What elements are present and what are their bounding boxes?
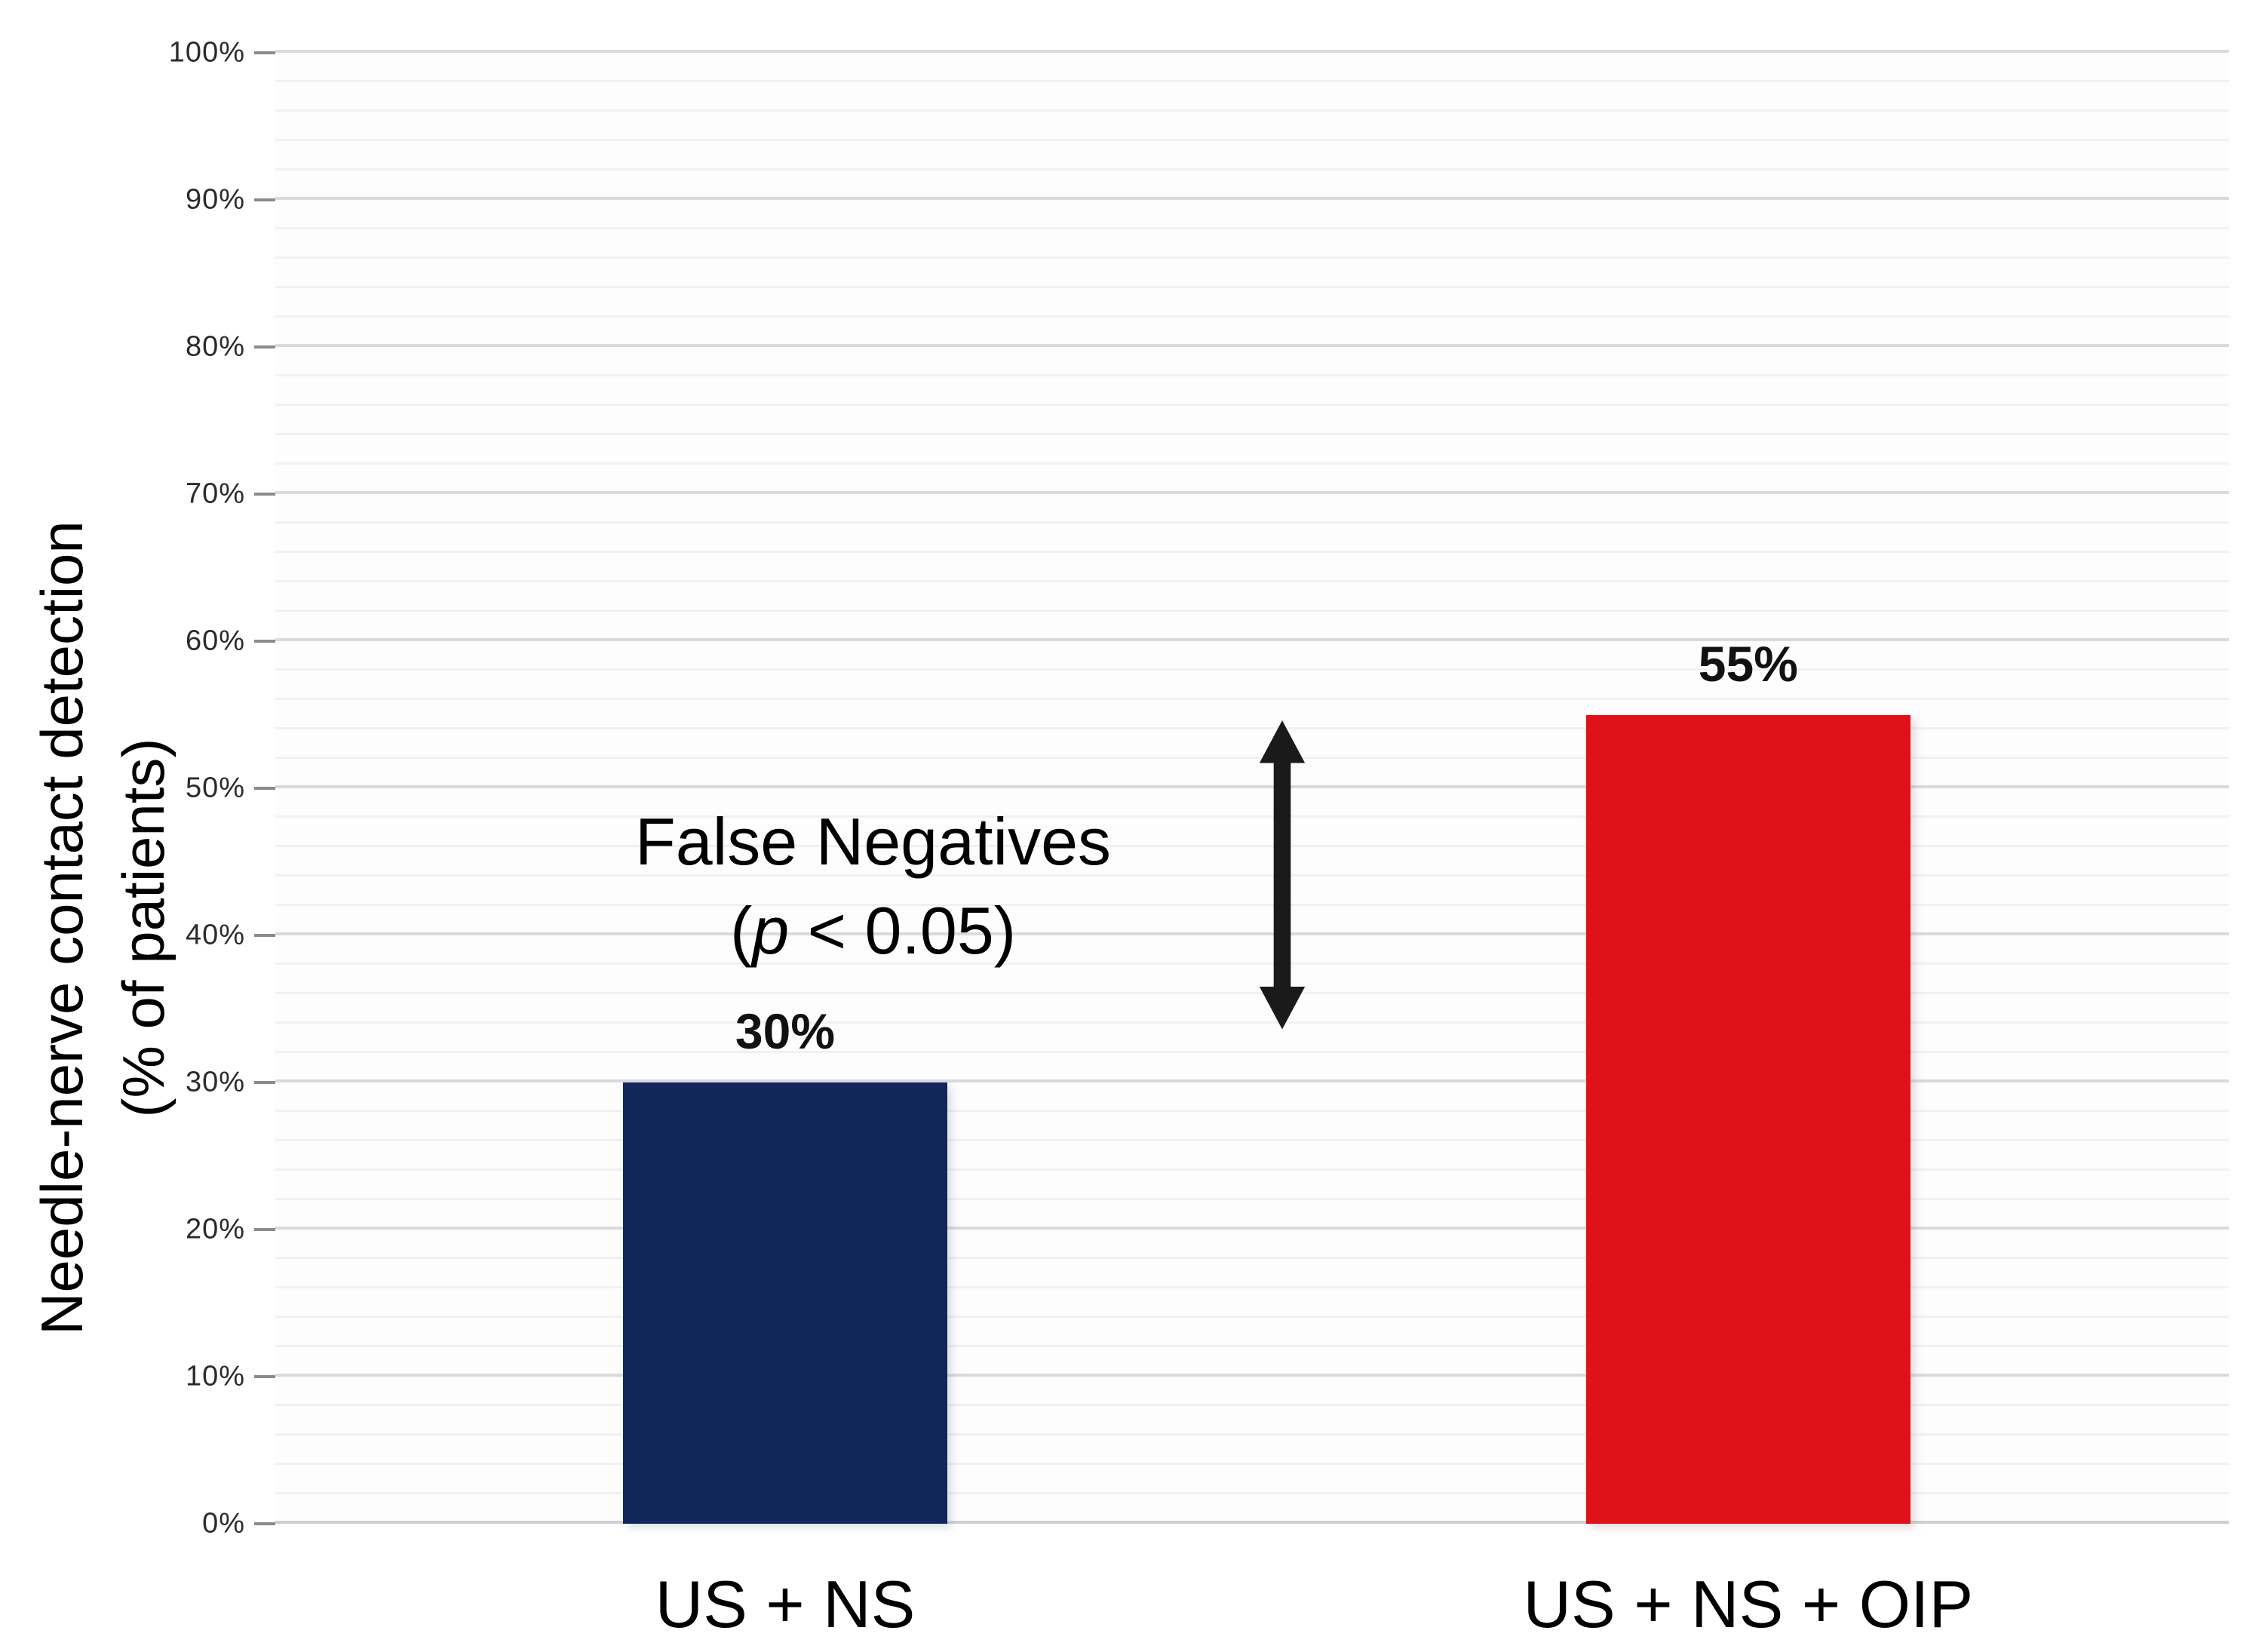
- y-tick-mark: [254, 787, 275, 790]
- y-tick-mark: [254, 934, 275, 937]
- gridline: [275, 932, 2229, 935]
- y-tick-label: 60%: [185, 625, 245, 657]
- annotation-line1: False Negatives: [635, 803, 1112, 879]
- y-tick-mark: [254, 1081, 275, 1084]
- y-tick-label: 20%: [185, 1213, 245, 1245]
- gridline: [275, 1021, 2229, 1024]
- gridline: [275, 139, 2229, 141]
- gridline: [275, 1463, 2229, 1465]
- significance-annotation: False Negatives (p < 0.05): [635, 797, 1111, 975]
- gridline: [275, 638, 2229, 641]
- gridline: [275, 963, 2229, 965]
- x-axis-category-label: US + NS + OIP: [1523, 1567, 1974, 1641]
- gridline: [275, 197, 2229, 200]
- gridline: [275, 462, 2229, 465]
- gridline: [275, 610, 2229, 612]
- y-tick-label: 50%: [185, 772, 245, 804]
- gridline: [275, 1374, 2229, 1377]
- gridline: [275, 1257, 2229, 1259]
- gridline: [275, 551, 2229, 553]
- gridline: [275, 1168, 2229, 1171]
- bar-value-label: 55%: [1698, 635, 1798, 692]
- gridline: [275, 344, 2229, 347]
- gridline: [275, 80, 2229, 82]
- y-tick-label: 0%: [202, 1507, 245, 1540]
- gridline: [275, 1404, 2229, 1406]
- gridline: [275, 433, 2229, 435]
- gridline: [275, 1316, 2229, 1318]
- gridline: [275, 698, 2229, 700]
- y-tick-mark: [254, 1375, 275, 1378]
- gridline: [275, 1492, 2229, 1494]
- gridline: [275, 1227, 2229, 1230]
- y-tick-mark: [254, 1522, 275, 1525]
- gridline: [275, 1139, 2229, 1141]
- gridline: [275, 1345, 2229, 1347]
- gridline: [275, 315, 2229, 318]
- y-tick-label: 100%: [168, 36, 245, 69]
- gridline: [275, 727, 2229, 729]
- gridline: [275, 992, 2229, 994]
- y-tick-label: 80%: [185, 330, 245, 363]
- y-tick-mark: [254, 345, 275, 349]
- bar: 30%: [623, 1003, 947, 1524]
- gridline: [275, 1079, 2229, 1082]
- gridline: [275, 874, 2229, 877]
- gridline: [275, 1051, 2229, 1053]
- gridline: [275, 168, 2229, 170]
- y-tick-mark: [254, 640, 275, 643]
- y-tick-mark: [254, 51, 275, 54]
- gridline: [275, 491, 2229, 494]
- bar-group: 30% US + NS: [623, 53, 947, 1641]
- y-tick-label: 70%: [185, 477, 245, 510]
- gridline: [275, 404, 2229, 406]
- annotation-line2: (p < 0.05): [729, 892, 1017, 968]
- gridline: [275, 521, 2229, 524]
- plot-area: 30% US + NS 55% US + NS + OIP False Nega…: [275, 50, 2229, 1642]
- gridline: [275, 1198, 2229, 1200]
- bar-group: 55% US + NS + OIP: [1524, 53, 1974, 1642]
- gridline: [275, 374, 2229, 376]
- x-axis-category-label: US + NS: [655, 1567, 916, 1641]
- gridline: [275, 1110, 2229, 1112]
- y-tick-mark: [254, 198, 275, 201]
- gridline: [275, 815, 2229, 818]
- gridline: [275, 757, 2229, 759]
- gridline: [275, 580, 2229, 582]
- p-value-symbol: p: [752, 892, 790, 968]
- double-arrow-vertical-icon: [1259, 720, 1306, 1030]
- gridline: [275, 668, 2229, 671]
- gridline: [275, 1286, 2229, 1288]
- y-tick-mark: [254, 1228, 275, 1231]
- gridline: [275, 109, 2229, 112]
- gridline: [275, 785, 2229, 788]
- gridline: [275, 286, 2229, 288]
- gridline: [275, 227, 2229, 229]
- gridline: [275, 904, 2229, 906]
- bar: 55%: [1585, 636, 1910, 1524]
- gridline: [275, 845, 2229, 847]
- y-tick-label: 40%: [185, 919, 245, 951]
- y-axis: 0% 10% 20% 30% 40% 50% 60% 70% 80% 90% 100%: [0, 37, 275, 1540]
- gridline: [275, 1521, 2229, 1524]
- y-tick-label: 30%: [185, 1066, 245, 1098]
- y-tick-label: 10%: [185, 1360, 245, 1393]
- gridline: [275, 256, 2229, 259]
- gridline: [275, 1433, 2229, 1436]
- y-tick-mark: [254, 493, 275, 496]
- gridline: [275, 50, 2229, 53]
- y-tick-label: 90%: [185, 183, 245, 216]
- bar-value-label: 30%: [735, 1003, 836, 1059]
